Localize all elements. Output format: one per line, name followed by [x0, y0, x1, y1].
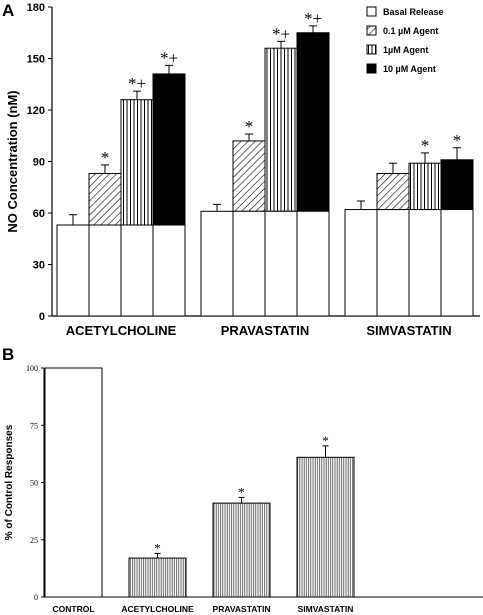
legend-label: Basal Release — [383, 7, 444, 17]
y-tick-label: 25 — [30, 536, 38, 545]
bar-basal-segment — [120, 224, 154, 317]
bar — [376, 173, 410, 211]
legend-swatch — [366, 25, 377, 36]
bar — [120, 99, 154, 226]
bar — [408, 162, 442, 211]
legend-swatch — [366, 63, 377, 74]
bar-basal-segment — [440, 209, 474, 317]
significance-mark: * — [421, 136, 430, 155]
category-label: CONTROL — [52, 604, 94, 614]
bar — [344, 209, 378, 317]
category-label: ACETYLCHOLINE — [66, 323, 177, 338]
panel-a-chart: 0 30 60 90 120 150 180 NO Concentration (nM) ACE… — [5, 2, 480, 338]
y-tick-label: 75 — [30, 421, 38, 430]
bar — [232, 140, 266, 212]
bar — [44, 367, 103, 598]
legend-label: 10 µM Agent — [383, 64, 436, 74]
y-tick-label: 50 — [30, 479, 38, 488]
y-tick-label: 0 — [39, 311, 45, 323]
bar — [264, 47, 298, 212]
significance-mark: * — [101, 148, 110, 167]
y-axis-label: NO Concentration (nM) — [5, 90, 20, 232]
legend-swatch — [366, 6, 377, 17]
category-label: SIMVASTATIN — [366, 323, 451, 338]
y-tick-label: 90 — [33, 157, 45, 169]
bar — [296, 32, 330, 212]
significance-mark: * — [322, 433, 329, 448]
significance-mark: * — [453, 131, 462, 150]
panel-b-letter: B — [2, 345, 14, 364]
legend-swatch — [366, 44, 377, 55]
y-tick-label: 120 — [27, 105, 45, 117]
bar — [152, 73, 186, 226]
legend-label: 0.1 µM Agent — [383, 26, 438, 36]
y-tick-label: 100 — [26, 364, 38, 373]
bar — [440, 159, 474, 211]
panel-b-chart: 0 25 50 75 100 % of Control Responses CONTROL *… — [4, 364, 483, 614]
bar — [212, 502, 271, 598]
bar — [56, 224, 90, 317]
y-tick-label: 0 — [34, 593, 38, 602]
bar — [88, 173, 122, 226]
bar-basal-segment — [376, 209, 410, 317]
y-axis-label: % of Control Responses — [4, 424, 15, 540]
bar-basal-segment — [264, 210, 298, 317]
bar-basal-segment — [152, 224, 186, 317]
significance-mark: * — [154, 540, 161, 555]
significance-mark: * — [238, 484, 245, 499]
bar-basal-segment — [408, 209, 442, 317]
y-tick-label: 150 — [27, 54, 45, 66]
legend-label: 1µM Agent — [383, 45, 428, 55]
category-label: ACETYLCHOLINE — [121, 604, 194, 614]
significance-mark: * — [245, 117, 254, 136]
significance-mark: *+ — [128, 74, 146, 93]
y-tick-label: 60 — [33, 208, 45, 220]
category-label: PRAVASTATIN — [221, 323, 310, 338]
y-tick-label: 30 — [33, 260, 45, 272]
panel-a-letter: A — [2, 1, 14, 20]
bar — [200, 210, 234, 317]
bar-basal-segment — [296, 210, 330, 317]
category-label: SIMVASTATIN — [298, 604, 354, 614]
y-tick-label: 180 — [27, 2, 45, 14]
bar-basal-segment — [88, 224, 122, 317]
bar — [296, 456, 355, 598]
significance-mark: *+ — [272, 24, 290, 43]
category-label: PRAVASTATIN — [213, 604, 271, 614]
significance-mark: *+ — [160, 48, 178, 67]
bar — [128, 557, 187, 598]
bar-basal-segment — [232, 210, 266, 317]
significance-mark: *+ — [304, 9, 322, 28]
